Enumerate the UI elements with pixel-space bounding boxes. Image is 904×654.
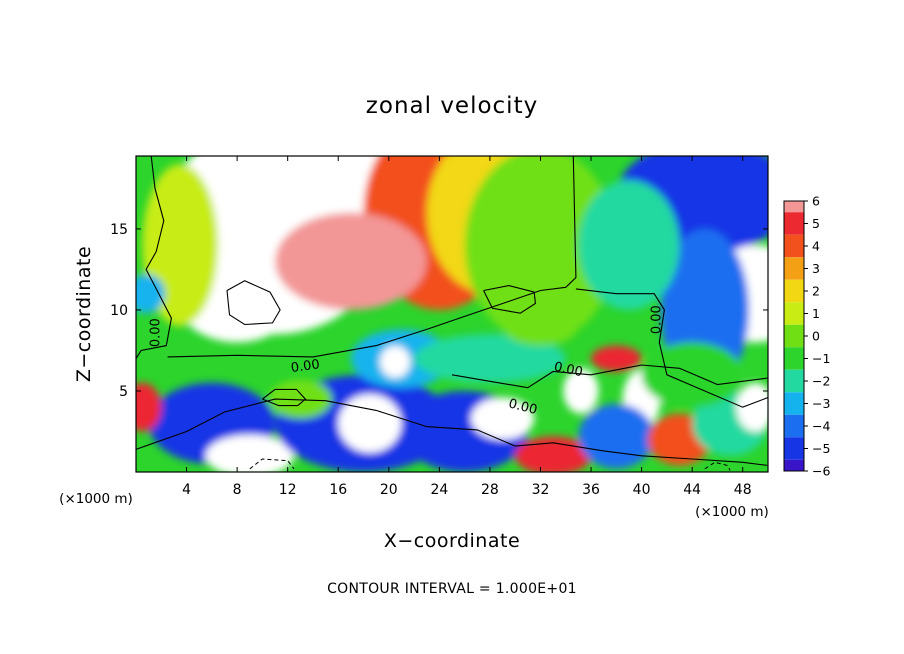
colorbar-label: −3 [812,396,830,411]
plot-frame [135,155,769,473]
contour-label: 0.00 [149,318,164,347]
colorbar-segment [784,358,804,370]
colorbar-segment [784,392,804,404]
colorbar-segment [784,234,804,246]
colorbar-segment [784,336,804,348]
x-tick-label: 4 [182,482,191,498]
x-axis-ticks: 4 8 12 16 20 24 28 32 36 40 44 48 [182,156,752,498]
colorbar-segment [784,313,804,325]
colorbar-segment [784,291,804,303]
colorbar-segment [784,324,804,336]
colorbar-segment [784,212,804,224]
contour-labels: 0.00 0.00 0.00 0.00 0.00 [149,305,665,418]
colorbar-segment [784,223,804,235]
chart-title: zonal velocity [366,93,538,119]
field-region [205,434,294,472]
contour-label: 0.00 [290,357,321,376]
field-region [414,334,566,383]
contour-label: 0.00 [649,305,664,334]
colorbar-segment [784,426,804,438]
colorbar-segment [784,448,804,460]
field-region [136,382,162,432]
colorbar-label: −6 [812,464,830,479]
zero-contour-line [136,398,768,467]
colorbar-segment [784,381,804,393]
y-tick-label: 10 [110,303,128,319]
x-tick-label: 40 [633,482,651,498]
contour-label: 0.00 [553,360,584,381]
colorbar-segment [784,201,804,213]
y-axis-ticks: 5 10 15 [110,222,768,400]
colorbar-segment [784,302,804,314]
field-region [502,306,579,346]
colorbar-segment [784,279,804,291]
x-tick-label: 20 [380,482,398,498]
x-tick-label: 48 [734,482,752,498]
colorbar-label: 2 [812,284,820,299]
colorbar-segment [784,257,804,269]
colorbar-label: −4 [812,419,830,434]
field-region [515,436,592,472]
colorbar-label: 4 [812,239,820,254]
colorbar: 6 5 4 3 2 1 0 −1 −2 −3 −4 −5 −6 [783,194,830,479]
y-tick-label: 15 [110,222,128,238]
x-tick-label: 16 [329,482,347,498]
colorbar-label: 5 [812,216,820,231]
colorbar-label: −1 [812,351,830,366]
x-axis-unit-right: (×1000 m) [695,504,769,520]
x-tick-label: 28 [481,482,499,498]
contour-label: 0.00 [507,396,539,418]
zero-contour-line [575,288,768,408]
colorbar-segment [784,414,804,426]
colorbar-label: −5 [812,441,830,456]
plot-area: 0.000.00 0.000.000.00 4 8 12 16 20 24 28 32 36 40 4… [110,155,769,498]
zero-contour-line [483,285,536,314]
colorbar-label: 0 [812,329,820,344]
zero-contour-line [136,156,172,359]
field-region [578,403,655,469]
x-tick-label: 12 [279,482,297,498]
velocity-field [136,156,768,472]
colorbar-label: 6 [812,194,820,209]
colorbar-label: −2 [812,374,830,389]
field-region [338,394,402,453]
x-tick-label: 24 [430,482,448,498]
colorbar-label: 3 [812,261,820,276]
field-region [379,345,411,379]
zero-contour-line [167,156,577,358]
contour-lines [136,156,768,471]
x-axis-unit-left: (×1000 m) [59,491,133,507]
field-region [641,342,743,408]
x-tick-label: 8 [233,482,242,498]
negative-contour-line [249,458,295,470]
x-tick-label: 36 [582,482,600,498]
field-region [136,274,166,314]
zero-contour-line [262,388,307,407]
field-region [578,180,680,310]
zero-contour-line [226,280,281,326]
field-region [464,156,617,343]
x-axis-label: X−coordinate [384,530,520,552]
field-region [591,345,642,372]
contour-interval-note: CONTOUR INTERVAL = 1.000E+01 [327,581,577,597]
field-region [736,382,768,432]
y-axis-label: Z−coordinate [73,246,95,382]
colorbar-segment [784,268,804,280]
colorbar-label: 1 [812,306,820,321]
field-region [275,212,427,310]
colorbar-segment [784,459,804,471]
field-region [470,397,535,440]
field-region [563,368,599,414]
colorbar-segment [784,369,804,381]
x-tick-label: 32 [532,482,550,498]
zero-contour-line [451,364,768,389]
colorbar-segment [784,403,804,415]
colorbar-segment [784,347,804,359]
x-tick-label: 44 [683,482,701,498]
colorbar-segment [784,437,804,449]
y-tick-label: 5 [119,384,128,400]
colorbar-segment [784,246,804,258]
